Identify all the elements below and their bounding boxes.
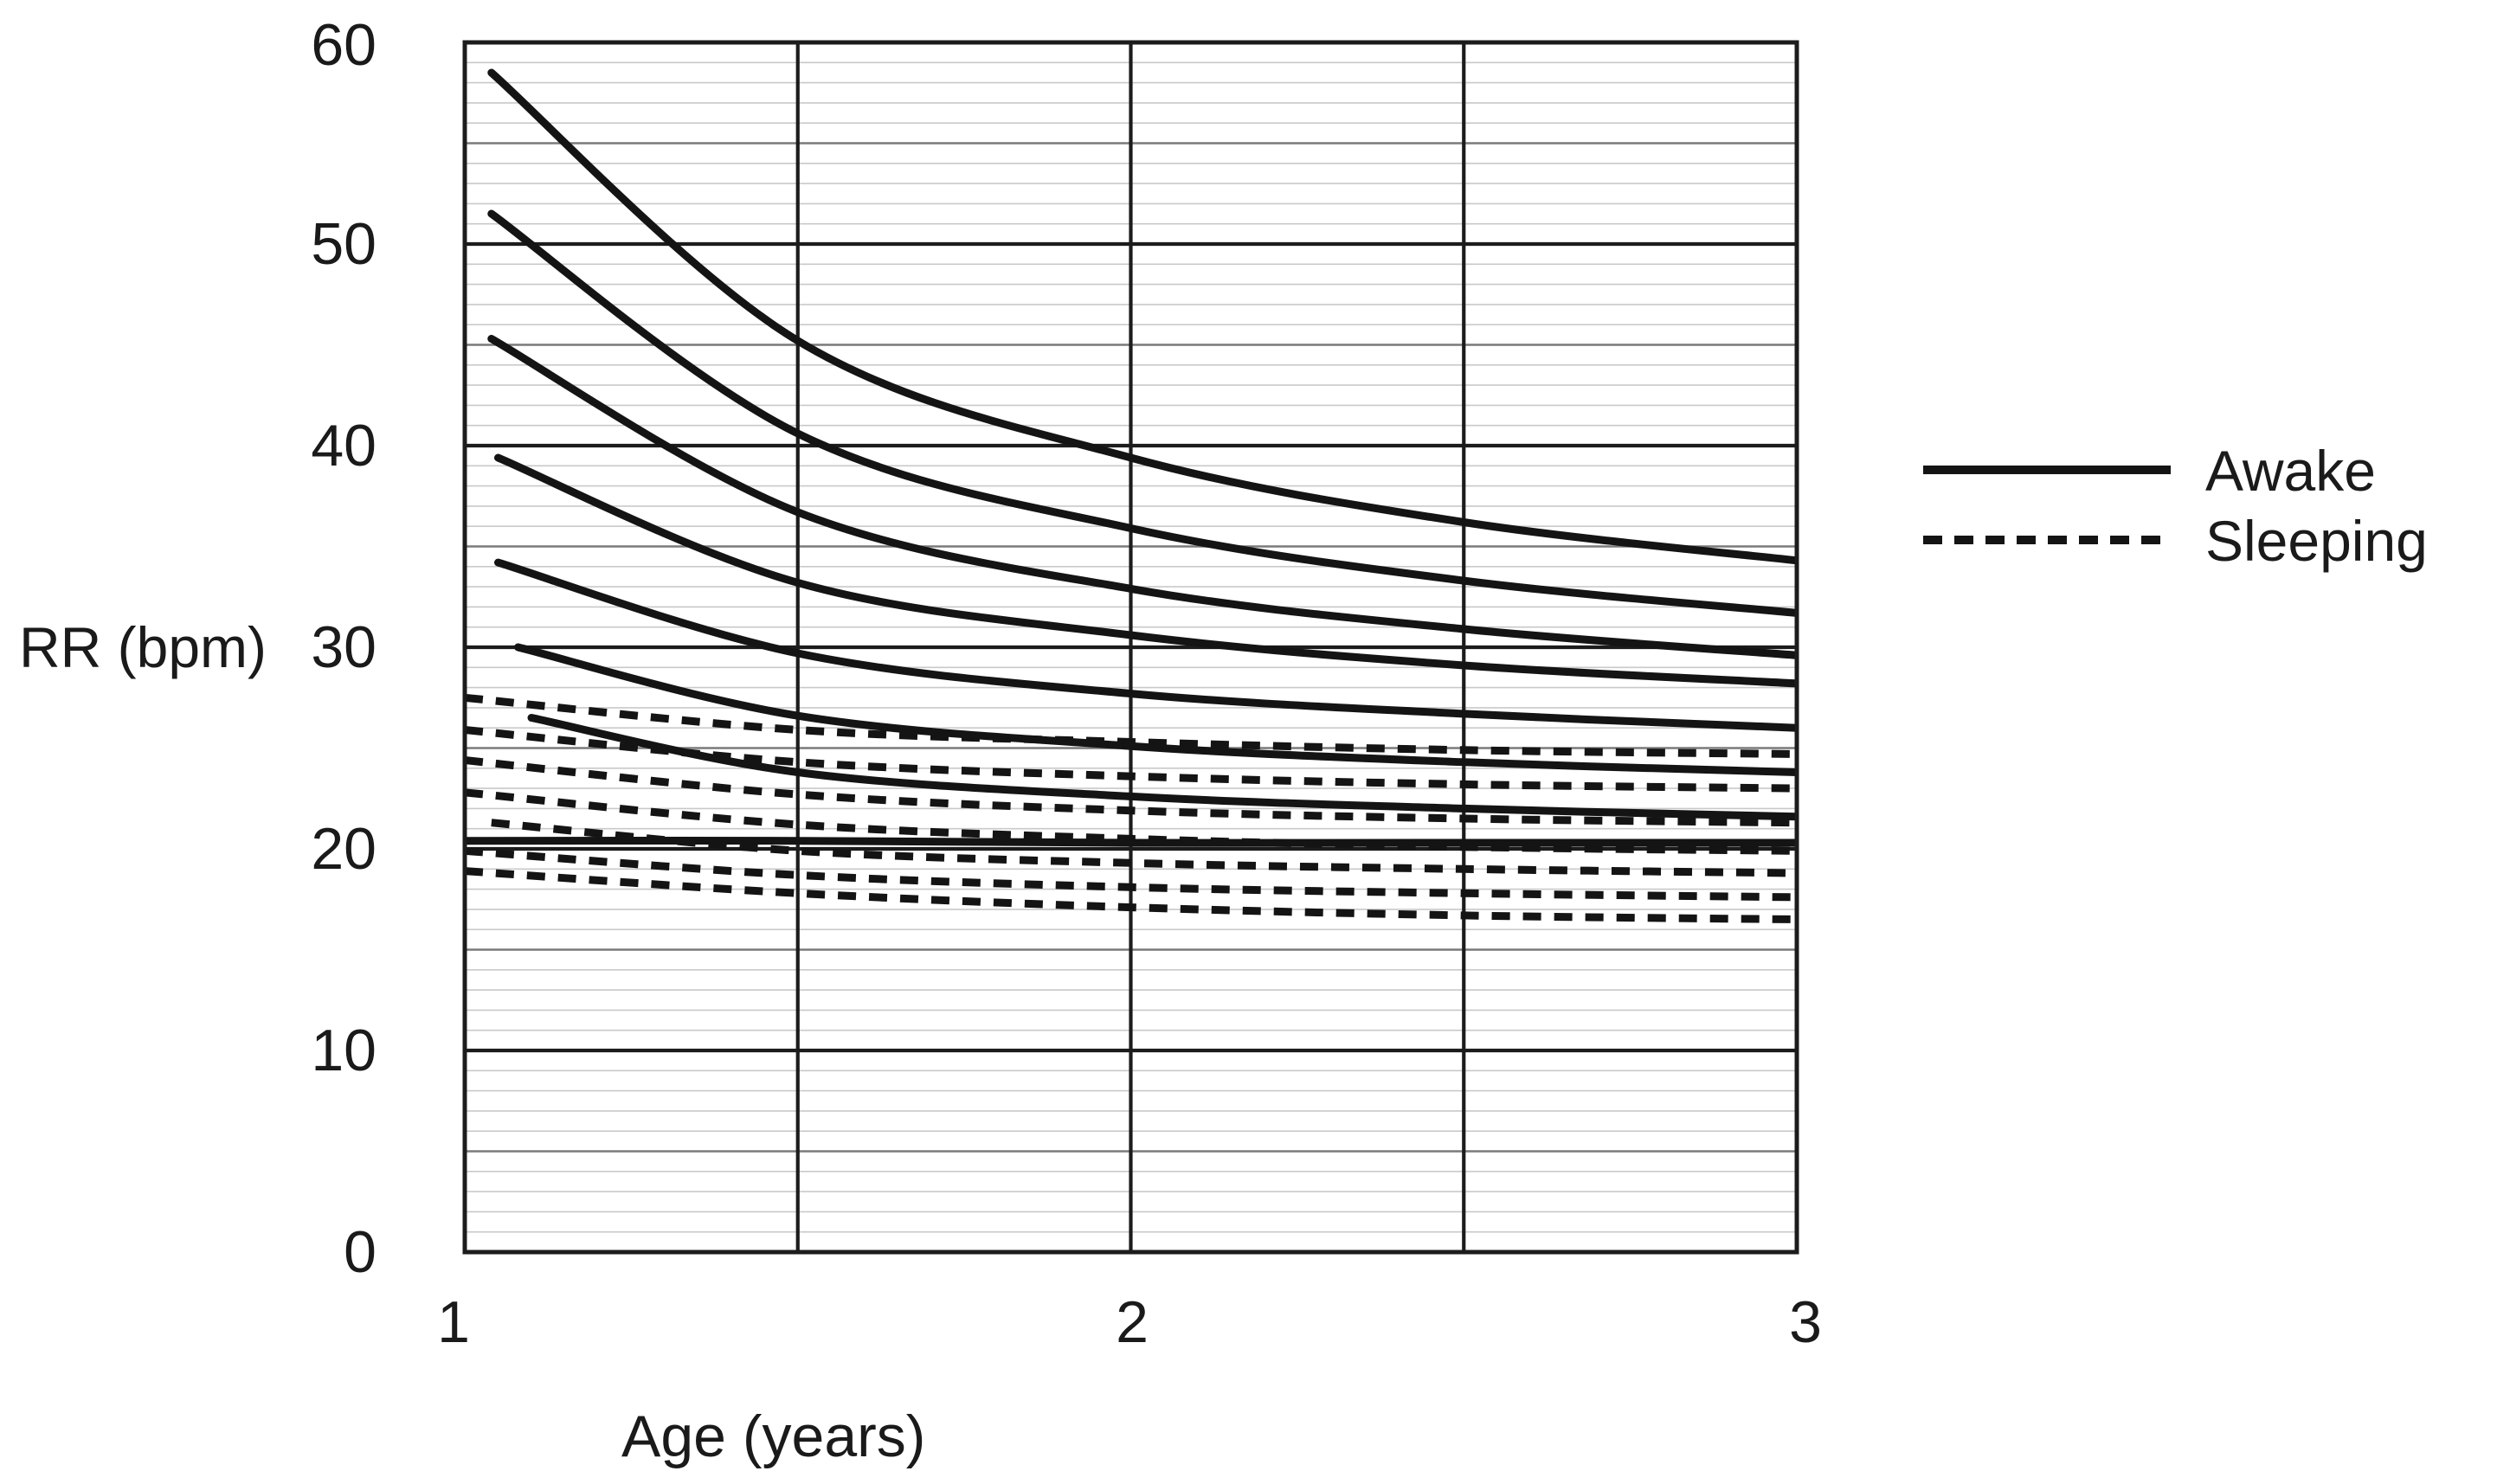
sleeping-curve-6 xyxy=(465,846,1797,902)
awake-curve-2 xyxy=(487,209,1797,617)
sleeping-curve-1 xyxy=(465,693,1797,758)
x-axis-tick-2: 2 xyxy=(1116,1289,1149,1355)
sleeping-curve-5 xyxy=(491,819,1797,877)
sleeping-curve-4 xyxy=(465,788,1797,855)
sleeping-curve-2 xyxy=(465,726,1797,793)
awake-curve-5 xyxy=(494,558,1797,732)
y-axis-tick-60: 60 xyxy=(311,12,376,78)
x-axis-title: Age (years) xyxy=(621,1404,926,1469)
awake-curve-1 xyxy=(487,68,1797,565)
awake-curve-3 xyxy=(487,335,1797,659)
sleeping-curve-3 xyxy=(465,756,1797,827)
y-axis-title: RR (bpm) xyxy=(19,615,267,679)
y-axis-tick-10: 10 xyxy=(311,1018,376,1083)
legend-label-sleeping: Sleeping xyxy=(2205,509,2428,573)
x-axis-tick-3: 3 xyxy=(1789,1289,1822,1355)
gridlines-major xyxy=(465,42,1797,1252)
sleeping-curve-7 xyxy=(465,867,1797,923)
y-axis-tick-30: 30 xyxy=(311,614,376,680)
y-axis-tick-0: 0 xyxy=(344,1219,376,1285)
y-axis-tick-40: 40 xyxy=(311,413,376,479)
y-axis-tick-20: 20 xyxy=(311,816,376,882)
awake-curve-4 xyxy=(494,453,1797,688)
awake-curve-6 xyxy=(514,643,1797,776)
centile-curves xyxy=(465,68,1797,923)
x-axis-tick-1: 1 xyxy=(437,1289,470,1355)
plot-border xyxy=(462,40,1799,1255)
legend-label-awake: Awake xyxy=(2205,439,2376,503)
y-axis-tick-50: 50 xyxy=(311,211,376,277)
